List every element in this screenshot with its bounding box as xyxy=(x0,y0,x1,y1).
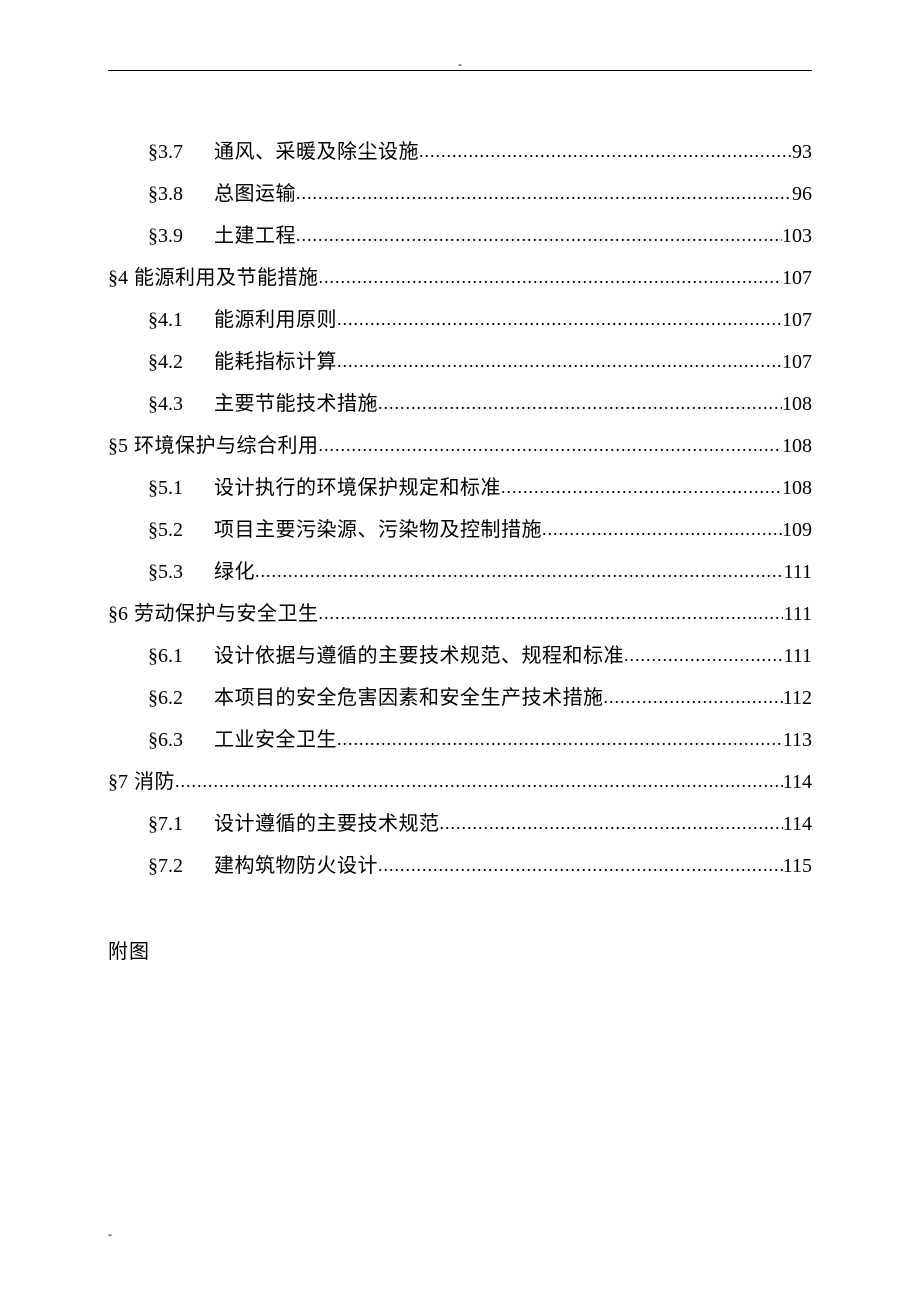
toc-section-number: §4.1 xyxy=(148,299,194,341)
toc-section-number: §5 xyxy=(108,425,128,467)
toc-section-title: 劳动保护与安全卫生 xyxy=(134,593,319,635)
toc-entry: §5环境保护与综合利用 108 xyxy=(108,425,812,467)
toc-page-number: 114 xyxy=(783,803,812,845)
toc-section-title: 项目主要污染源、污染物及控制措施 xyxy=(214,509,542,551)
toc-page-number: 93 xyxy=(792,131,812,173)
toc-leader-dots xyxy=(604,679,783,717)
toc-leader-dots xyxy=(440,805,783,843)
toc-section-title: 设计依据与遵循的主要技术规范、规程和标准 xyxy=(214,635,624,677)
toc-section-title: 主要节能技术措施 xyxy=(214,383,378,425)
toc-section-title: 能耗指标计算 xyxy=(214,341,337,383)
appendix-label: 附图 xyxy=(108,935,812,964)
toc-leader-dots xyxy=(501,469,782,507)
toc-leader-dots xyxy=(542,511,782,549)
toc-entry: §3.8 总图运输 96 xyxy=(108,173,812,215)
toc-section-number: §6.2 xyxy=(148,677,194,719)
toc-page-number: 108 xyxy=(782,383,812,425)
header-dash: - xyxy=(458,57,462,72)
toc-entry: §4能源利用及节能措施 107 xyxy=(108,257,812,299)
toc-page-number: 107 xyxy=(782,299,812,341)
toc-leader-dots xyxy=(419,133,792,171)
toc-section-number: §4 xyxy=(108,257,128,299)
toc-page-number: 111 xyxy=(783,635,812,677)
toc-section-title: 本项目的安全危害因素和安全生产技术措施 xyxy=(214,677,604,719)
toc-entry: §4.3 主要节能技术措施 108 xyxy=(108,383,812,425)
toc-section-title: 土建工程 xyxy=(214,215,296,257)
toc-page-number: 103 xyxy=(782,215,812,257)
toc-page-number: 112 xyxy=(783,677,812,719)
toc-entry: §6劳动保护与安全卫生 111 xyxy=(108,593,812,635)
toc-page-number: 111 xyxy=(783,593,812,635)
table-of-contents: §3.7通风、采暖及除尘设施93§3.8总图运输96§3.9土建工程103§4能… xyxy=(108,131,812,887)
toc-leader-dots xyxy=(319,595,784,633)
toc-section-number: §6 xyxy=(108,593,128,635)
toc-section-title: 绿化 xyxy=(214,551,255,593)
toc-section-number: §5.1 xyxy=(148,467,194,509)
toc-entry: §7.2 建构筑物防火设计 115 xyxy=(108,845,812,887)
toc-section-title: 总图运输 xyxy=(214,173,296,215)
toc-page-number: 113 xyxy=(783,719,812,761)
toc-page-number: 96 xyxy=(792,173,812,215)
toc-section-number: §6.3 xyxy=(148,719,194,761)
toc-entry: §3.9 土建工程 103 xyxy=(108,215,812,257)
toc-section-number: §5.2 xyxy=(148,509,194,551)
toc-entry: §4.1 能源利用原则 107 xyxy=(108,299,812,341)
toc-section-title: 建构筑物防火设计 xyxy=(214,845,378,887)
page-container: - §3.7通风、采暖及除尘设施93§3.8总图运输96§3.9土建工程103§… xyxy=(0,0,920,1024)
toc-leader-dots xyxy=(296,217,782,255)
toc-section-number: §7.2 xyxy=(148,845,194,887)
footer-dash: - xyxy=(108,1227,112,1242)
toc-section-number: §6.1 xyxy=(148,635,194,677)
toc-section-number: §5.3 xyxy=(148,551,194,593)
toc-section-title: 能源利用原则 xyxy=(214,299,337,341)
toc-section-number: §3.7 xyxy=(148,131,194,173)
toc-entry: §7.1 设计遵循的主要技术规范 114 xyxy=(108,803,812,845)
toc-section-title: 设计执行的环境保护规定和标准 xyxy=(214,467,501,509)
toc-leader-dots xyxy=(319,259,783,297)
toc-leader-dots xyxy=(337,721,783,759)
toc-leader-dots xyxy=(337,301,782,339)
toc-section-number: §7.1 xyxy=(148,803,194,845)
toc-page-number: 115 xyxy=(783,845,812,887)
toc-entry: §5.3 绿化 111 xyxy=(108,551,812,593)
toc-entry: §6.1 设计依据与遵循的主要技术规范、规程和标准 111 xyxy=(108,635,812,677)
toc-leader-dots xyxy=(378,385,782,423)
toc-leader-dots xyxy=(624,637,783,675)
toc-entry: §5.2 项目主要污染源、污染物及控制措施 109 xyxy=(108,509,812,551)
toc-entry: §6.3 工业安全卫生 113 xyxy=(108,719,812,761)
toc-leader-dots xyxy=(337,343,782,381)
toc-section-number: §3.9 xyxy=(148,215,194,257)
toc-entry: §5.1 设计执行的环境保护规定和标准 108 xyxy=(108,467,812,509)
toc-leader-dots xyxy=(319,427,783,465)
toc-page-number: 111 xyxy=(783,551,812,593)
header-rule: - xyxy=(108,70,812,71)
toc-section-title: 设计遵循的主要技术规范 xyxy=(214,803,440,845)
toc-page-number: 108 xyxy=(782,425,812,467)
toc-page-number: 107 xyxy=(782,341,812,383)
toc-section-number: §7 xyxy=(108,761,128,803)
toc-page-number: 109 xyxy=(782,509,812,551)
toc-page-number: 107 xyxy=(782,257,812,299)
toc-entry: §3.7 通风、采暖及除尘设施 93 xyxy=(108,131,812,173)
toc-section-number: §3.8 xyxy=(148,173,194,215)
toc-leader-dots xyxy=(378,847,783,885)
toc-section-title: 消防 xyxy=(134,761,175,803)
toc-leader-dots xyxy=(296,175,792,213)
toc-section-number: §4.2 xyxy=(148,341,194,383)
toc-section-title: 通风、采暖及除尘设施 xyxy=(214,131,419,173)
toc-section-title: 环境保护与综合利用 xyxy=(134,425,319,467)
toc-leader-dots xyxy=(255,553,783,591)
toc-section-number: §4.3 xyxy=(148,383,194,425)
toc-page-number: 108 xyxy=(782,467,812,509)
toc-entry: §6.2 本项目的安全危害因素和安全生产技术措施 112 xyxy=(108,677,812,719)
toc-entry: §4.2 能耗指标计算 107 xyxy=(108,341,812,383)
toc-leader-dots xyxy=(175,763,783,801)
toc-section-title: 工业安全卫生 xyxy=(214,719,337,761)
toc-section-title: 能源利用及节能措施 xyxy=(134,257,319,299)
toc-entry: §7消防 114 xyxy=(108,761,812,803)
toc-page-number: 114 xyxy=(783,761,812,803)
